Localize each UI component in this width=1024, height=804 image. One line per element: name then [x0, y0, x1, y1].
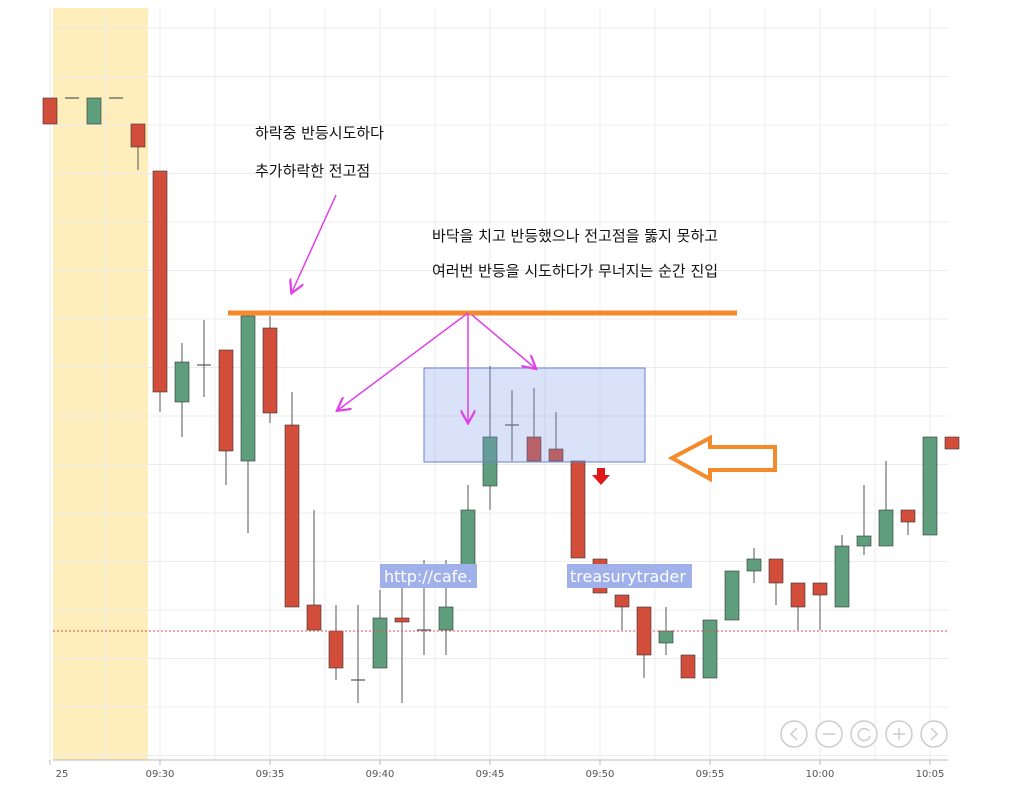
candle-body — [834, 545, 850, 608]
candle-body — [922, 436, 938, 536]
candle-body — [636, 606, 652, 656]
candle-body — [372, 617, 388, 669]
candle-body — [790, 582, 806, 608]
candle-body — [570, 460, 586, 559]
x-tick-label: 09:55 — [696, 769, 725, 780]
candle-body — [526, 436, 542, 462]
annotation: 추가하락한 전고점 — [255, 162, 370, 180]
candle-body — [130, 123, 146, 148]
candle-body — [746, 558, 762, 572]
x-tick-label: 09:50 — [586, 769, 615, 780]
candle-body — [768, 558, 784, 584]
hollow-arrow — [667, 434, 777, 483]
entry-arrow — [592, 468, 610, 485]
candle-body — [262, 327, 278, 414]
grid — [49, 8, 948, 760]
annotation: 하락중 반등시도하다 — [255, 124, 384, 142]
x-tick-label: 09:45 — [476, 769, 505, 780]
candle-body — [856, 535, 872, 547]
candle-body — [284, 424, 300, 608]
candle-body — [812, 582, 828, 596]
candle-body — [702, 619, 718, 679]
candle-body — [680, 654, 696, 679]
annotation: 바닥을 치고 반등했으나 전고점을 뚫지 못하고 — [432, 227, 718, 245]
candle-body — [218, 349, 234, 452]
candle-body — [724, 570, 740, 621]
watermark-bg — [567, 564, 692, 588]
zoom-controls — [780, 720, 948, 748]
annotation: 여러번 반등을 시도하다가 무너지는 순간 진입 — [432, 262, 718, 280]
watermark: http://cafe. — [384, 567, 472, 586]
candle-body — [944, 436, 960, 450]
candle-body — [174, 361, 190, 403]
x-tick-label: 10:00 — [806, 769, 835, 780]
candle-body — [394, 617, 410, 623]
candle-body — [900, 509, 916, 523]
highlight-box — [423, 367, 646, 463]
x-tick-label: 09:30 — [146, 769, 175, 780]
candle-body — [86, 97, 102, 125]
candle-body — [438, 606, 454, 631]
candle-body — [328, 630, 344, 669]
zoom-right[interactable] — [920, 720, 948, 748]
candle-body — [306, 604, 322, 631]
candle-body — [878, 509, 894, 547]
x-tick-label: 10:05 — [916, 769, 945, 780]
annotation-arrows — [292, 194, 535, 422]
x-tick-label: 09:35 — [256, 769, 285, 780]
x-axis-labels: 25 09:30 09:35 09:40 09:45 09:50 09:55 10:00 10:… — [49, 760, 945, 780]
zoom-reset[interactable] — [850, 720, 878, 748]
watermark-bg — [380, 564, 477, 588]
x-tick-label: 25 — [56, 769, 69, 780]
candle-body — [658, 630, 674, 644]
x-tick-label: 09:40 — [366, 769, 395, 780]
candle-body — [42, 97, 58, 125]
candle-body — [614, 594, 630, 608]
candle-body — [548, 448, 564, 462]
candle-body — [152, 170, 168, 393]
watermark: treasurytrader — [570, 567, 686, 586]
candle-body — [240, 315, 256, 462]
zoom-left[interactable] — [780, 720, 808, 748]
